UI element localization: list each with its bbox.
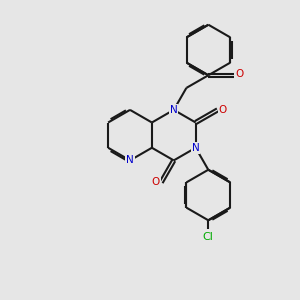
Text: N: N	[126, 155, 134, 165]
Text: N: N	[192, 143, 200, 153]
Text: O: O	[236, 69, 244, 79]
Text: N: N	[170, 105, 178, 115]
Text: Cl: Cl	[203, 232, 214, 242]
Text: O: O	[219, 105, 227, 115]
Text: O: O	[152, 177, 160, 188]
